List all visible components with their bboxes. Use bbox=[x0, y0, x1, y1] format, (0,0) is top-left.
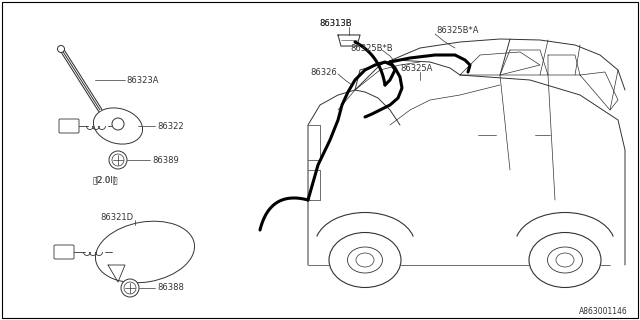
Ellipse shape bbox=[329, 233, 401, 287]
Ellipse shape bbox=[95, 221, 195, 283]
Text: (2.0I): (2.0I) bbox=[94, 175, 116, 185]
Ellipse shape bbox=[556, 253, 574, 267]
Text: 86326: 86326 bbox=[310, 68, 337, 76]
Text: 86313B: 86313B bbox=[319, 19, 351, 28]
Ellipse shape bbox=[348, 247, 383, 273]
Text: 86325B*B: 86325B*B bbox=[350, 44, 392, 52]
Ellipse shape bbox=[93, 108, 143, 144]
FancyBboxPatch shape bbox=[54, 245, 74, 259]
Ellipse shape bbox=[109, 151, 127, 169]
Text: （2.0I）: （2.0I） bbox=[92, 175, 118, 185]
Polygon shape bbox=[338, 35, 360, 46]
Ellipse shape bbox=[58, 45, 65, 52]
Ellipse shape bbox=[529, 233, 601, 287]
Text: (2.0I): (2.0I) bbox=[94, 175, 116, 185]
Text: 86321D: 86321D bbox=[100, 212, 133, 221]
Text: 86325B*A: 86325B*A bbox=[436, 26, 479, 35]
Text: 86322: 86322 bbox=[157, 122, 184, 131]
Ellipse shape bbox=[112, 118, 124, 130]
Text: A863001146: A863001146 bbox=[579, 308, 628, 316]
Ellipse shape bbox=[547, 247, 582, 273]
Text: 86389: 86389 bbox=[152, 156, 179, 164]
Ellipse shape bbox=[356, 253, 374, 267]
Text: 86323A: 86323A bbox=[126, 76, 159, 84]
Text: 86325A: 86325A bbox=[400, 63, 433, 73]
Ellipse shape bbox=[112, 154, 124, 166]
Ellipse shape bbox=[124, 282, 136, 294]
Text: 86313B: 86313B bbox=[319, 19, 351, 28]
Text: 86388: 86388 bbox=[157, 284, 184, 292]
Ellipse shape bbox=[121, 279, 139, 297]
FancyBboxPatch shape bbox=[59, 119, 79, 133]
